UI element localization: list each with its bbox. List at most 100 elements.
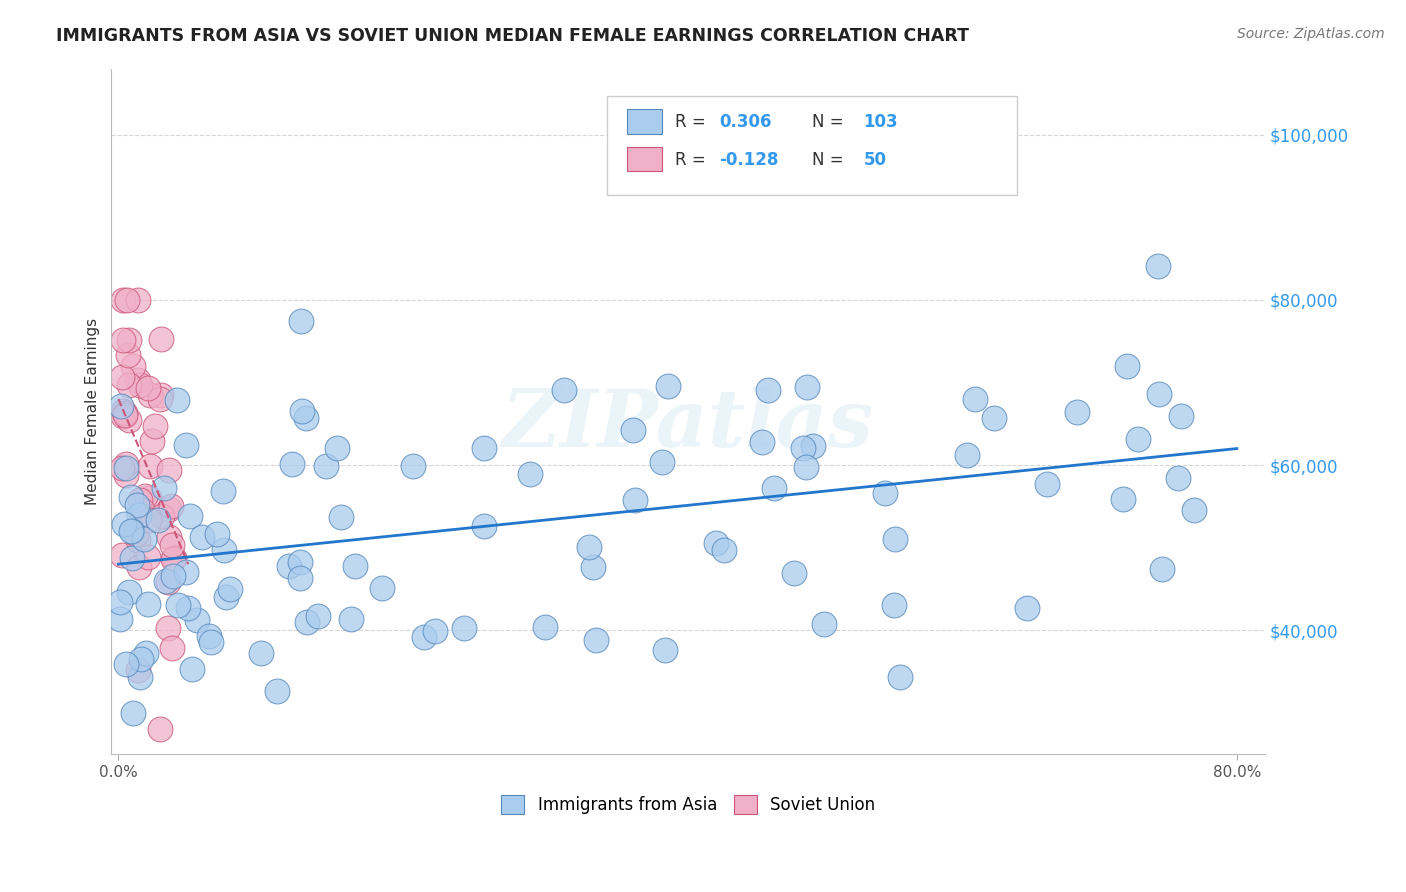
Point [751, 435, 773, 450]
Point [519, 467, 541, 481]
Point [128, 560, 150, 574]
Point [127, 498, 149, 512]
Point [157, 462, 180, 476]
Point [198, 629, 221, 643]
Point [162, 569, 184, 583]
Point [813, 616, 835, 631]
Point [796, 379, 818, 393]
Point [214, 543, 236, 558]
Point [883, 598, 905, 612]
Point [956, 448, 979, 462]
Point [288, 555, 311, 569]
Point [125, 527, 148, 541]
Point [290, 314, 312, 328]
Point [281, 457, 304, 471]
Point [166, 393, 188, 408]
Point [132, 532, 155, 546]
Point [111, 404, 134, 418]
Point [115, 461, 138, 475]
Point [654, 643, 676, 657]
Point [983, 411, 1005, 425]
Point [159, 500, 181, 514]
Point [889, 670, 911, 684]
Point [127, 663, 149, 677]
Text: IMMIGRANTS FROM ASIA VS SOVIET UNION MEDIAN FEMALE EARNINGS CORRELATION CHART: IMMIGRANTS FROM ASIA VS SOVIET UNION MED… [56, 27, 969, 45]
Point [141, 434, 163, 448]
Point [873, 485, 896, 500]
Point [128, 508, 150, 523]
FancyBboxPatch shape [627, 146, 662, 171]
Point [114, 406, 136, 420]
Point [340, 612, 363, 626]
Point [117, 333, 139, 347]
Point [127, 293, 149, 307]
Point [553, 384, 575, 398]
Point [249, 646, 271, 660]
Point [453, 622, 475, 636]
Point [1150, 561, 1173, 575]
Point [1036, 476, 1059, 491]
Point [138, 550, 160, 565]
Point [128, 378, 150, 392]
Point [179, 509, 201, 524]
Point [329, 509, 352, 524]
Text: R =: R = [675, 113, 711, 131]
Point [792, 441, 814, 455]
Point [127, 533, 149, 547]
Point [704, 536, 727, 550]
Point [115, 467, 138, 482]
Point [139, 458, 162, 473]
Point [112, 516, 135, 531]
Point [582, 560, 605, 574]
Point [651, 455, 673, 469]
Text: Source: ZipAtlas.com: Source: ZipAtlas.com [1237, 27, 1385, 41]
Point [200, 635, 222, 649]
Point [1146, 259, 1168, 273]
Point [115, 293, 138, 307]
Point [135, 646, 157, 660]
Point [157, 502, 180, 516]
Point [156, 621, 179, 635]
Point [118, 378, 141, 392]
Point [174, 438, 197, 452]
Point [578, 540, 600, 554]
Point [110, 399, 132, 413]
FancyBboxPatch shape [607, 96, 1017, 195]
Point [219, 582, 242, 596]
Legend: Immigrants from Asia, Soviet Union: Immigrants from Asia, Soviet Union [501, 795, 876, 814]
Point [278, 558, 301, 573]
Point [110, 612, 132, 626]
Point [122, 706, 145, 720]
Point [472, 441, 495, 455]
Point [155, 574, 177, 588]
Point [115, 657, 138, 671]
Point [657, 379, 679, 393]
Point [143, 419, 166, 434]
Point [1126, 432, 1149, 446]
Point [343, 559, 366, 574]
Point [149, 392, 172, 407]
Point [160, 640, 183, 655]
Point [122, 359, 145, 374]
Point [129, 493, 152, 508]
Point [138, 491, 160, 506]
Point [120, 490, 142, 504]
FancyBboxPatch shape [627, 109, 662, 134]
Point [152, 481, 174, 495]
Point [157, 575, 180, 590]
Point [112, 409, 135, 423]
Point [131, 503, 153, 517]
Point [371, 581, 394, 595]
Point [110, 595, 132, 609]
Point [205, 527, 228, 541]
Point [1112, 491, 1135, 506]
Point [117, 413, 139, 427]
Text: R =: R = [675, 151, 711, 169]
Point [166, 598, 188, 612]
Point [713, 542, 735, 557]
Point [138, 513, 160, 527]
Point [1182, 502, 1205, 516]
Point [474, 519, 496, 533]
Point [215, 590, 238, 604]
Point [963, 392, 986, 407]
